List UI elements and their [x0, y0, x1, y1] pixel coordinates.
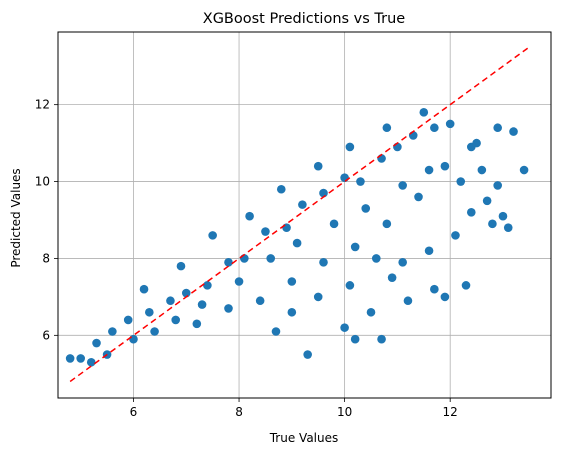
- data-point: [478, 166, 487, 175]
- data-point: [398, 181, 407, 190]
- data-point: [372, 254, 381, 263]
- data-point: [377, 335, 386, 344]
- data-point: [446, 120, 455, 129]
- y-tick-label: 10: [35, 175, 50, 189]
- data-point: [404, 296, 413, 305]
- data-point: [467, 208, 476, 217]
- data-point: [166, 296, 175, 305]
- data-point: [493, 181, 502, 190]
- data-point: [330, 220, 339, 229]
- data-point: [383, 123, 392, 132]
- data-point: [298, 200, 307, 209]
- data-point: [66, 354, 75, 363]
- data-point: [398, 258, 407, 267]
- data-point: [520, 166, 529, 175]
- data-point: [198, 300, 207, 309]
- x-tick-label: 6: [130, 405, 138, 419]
- x-axis-label: True Values: [269, 431, 339, 445]
- data-point: [203, 281, 212, 290]
- data-point: [425, 166, 434, 175]
- data-point: [419, 108, 428, 117]
- data-point: [261, 227, 270, 236]
- data-point: [441, 162, 450, 171]
- data-point: [388, 273, 397, 282]
- data-point: [314, 162, 323, 171]
- data-point: [462, 281, 471, 290]
- y-tick-label: 12: [35, 98, 50, 112]
- data-point: [282, 223, 291, 232]
- data-point: [441, 293, 450, 302]
- data-point: [277, 185, 286, 194]
- data-point: [272, 327, 281, 336]
- x-tick-label: 12: [443, 405, 458, 419]
- data-point: [367, 308, 376, 317]
- data-point: [488, 220, 497, 229]
- data-point: [356, 177, 365, 186]
- data-point: [145, 308, 154, 317]
- data-point: [346, 281, 355, 290]
- data-point: [129, 335, 138, 344]
- x-tick-label: 10: [337, 405, 352, 419]
- data-point: [293, 239, 302, 248]
- data-point: [351, 243, 360, 252]
- data-point: [314, 293, 323, 302]
- data-point: [483, 196, 492, 205]
- chart-title: XGBoost Predictions vs True: [203, 11, 406, 27]
- data-point: [177, 262, 186, 271]
- data-point: [351, 335, 360, 344]
- data-point: [451, 231, 460, 240]
- data-point: [87, 358, 96, 367]
- data-point: [235, 277, 244, 286]
- data-point: [493, 123, 502, 132]
- data-point: [504, 223, 513, 232]
- data-point: [430, 285, 439, 294]
- data-point: [266, 254, 275, 263]
- data-point: [430, 123, 439, 132]
- y-tick-label: 6: [42, 328, 50, 342]
- data-point: [383, 220, 392, 229]
- y-tick-label: 8: [42, 251, 50, 265]
- data-point: [414, 193, 423, 202]
- data-point: [108, 327, 117, 336]
- x-tick-label: 8: [235, 405, 243, 419]
- data-point: [288, 308, 297, 317]
- data-point: [193, 320, 202, 329]
- data-point: [340, 323, 349, 332]
- data-point: [171, 316, 180, 325]
- data-point: [499, 212, 508, 221]
- data-point: [319, 258, 328, 267]
- data-point: [224, 304, 233, 313]
- data-point: [245, 212, 254, 221]
- data-point: [509, 127, 518, 136]
- data-point: [76, 354, 85, 363]
- data-point: [256, 296, 265, 305]
- data-point: [208, 231, 217, 240]
- data-point: [303, 350, 312, 359]
- data-point: [224, 258, 233, 267]
- data-point: [472, 139, 481, 148]
- data-point: [456, 177, 465, 186]
- data-point: [92, 339, 101, 348]
- data-point: [288, 277, 297, 286]
- data-point: [346, 143, 355, 152]
- data-point: [361, 204, 370, 213]
- data-point: [150, 327, 159, 336]
- data-point: [425, 246, 434, 255]
- data-point: [140, 285, 149, 294]
- data-point: [124, 316, 133, 325]
- y-axis-label: Predicted Values: [9, 168, 23, 267]
